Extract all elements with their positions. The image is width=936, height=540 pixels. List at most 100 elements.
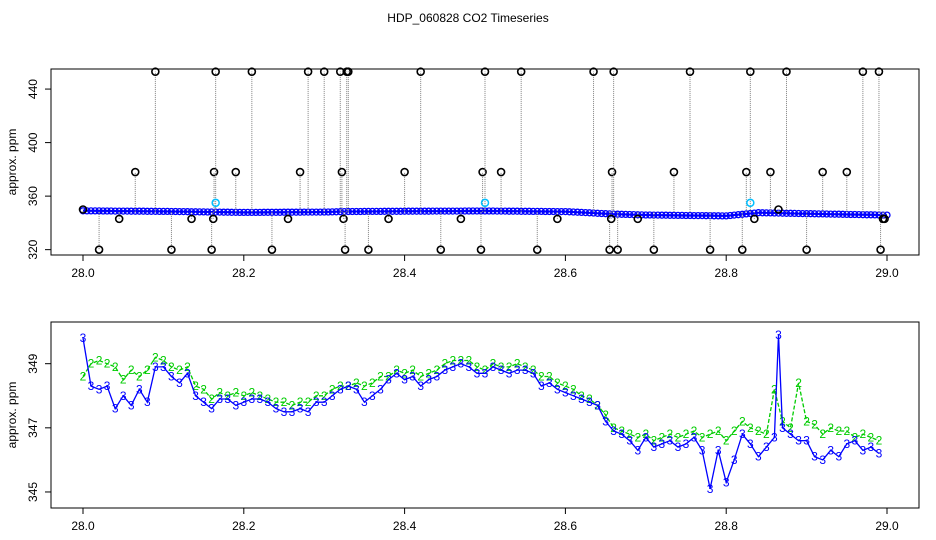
blue-point-glyph: 3 xyxy=(618,427,625,441)
green-point-glyph: 2 xyxy=(200,382,207,396)
blue-point xyxy=(163,207,172,216)
blue-point-glyph: 3 xyxy=(289,405,296,419)
green-point-glyph: 2 xyxy=(795,376,802,390)
blue-point xyxy=(292,208,300,216)
green-point-glyph: 2 xyxy=(224,389,231,403)
black-outlier-point xyxy=(613,245,622,254)
blue-point-glyph: 3 xyxy=(128,398,135,412)
green-point-glyph: 2 xyxy=(763,427,770,441)
green-point-glyph: 2 xyxy=(160,354,167,368)
blue-point xyxy=(308,208,316,216)
green-point-glyph: 2 xyxy=(522,360,529,374)
bottom-x-tick-label: 28.2 xyxy=(232,519,256,533)
blue-point xyxy=(666,211,674,219)
blue-point xyxy=(159,207,168,216)
blue-point xyxy=(798,209,807,218)
green-point-glyph: 2 xyxy=(618,424,625,438)
green-point-glyph: 2 xyxy=(425,366,432,380)
blue-point-glyph: 3 xyxy=(144,395,151,409)
blue-point xyxy=(252,208,260,217)
blue-point xyxy=(762,209,771,217)
blue-point xyxy=(288,208,296,216)
blue-point-glyph: 3 xyxy=(522,363,529,377)
black-outlier-point xyxy=(649,245,659,254)
black-outlier-point xyxy=(633,214,643,224)
blue-point xyxy=(316,208,324,216)
blue-point xyxy=(573,208,582,216)
blue-point xyxy=(91,207,99,215)
green-point-glyph: 2 xyxy=(128,363,135,377)
green-point-glyph: 2 xyxy=(787,421,794,435)
blue-point-glyph: 3 xyxy=(482,366,489,380)
blue-point xyxy=(521,207,529,215)
blue-point xyxy=(489,207,497,215)
top-panel: 28.0 28.2 28.4 28.6 28.8 29.0 320 360 400 440 app… xyxy=(5,67,920,280)
blue-point-glyph: 3 xyxy=(248,392,255,406)
blue-point xyxy=(786,209,795,217)
blue-point xyxy=(461,207,469,215)
green-point-glyph: 2 xyxy=(739,414,746,428)
black-outlier-point xyxy=(211,67,220,76)
blue-point xyxy=(348,207,356,216)
blue-point-glyph: 3 xyxy=(321,395,328,409)
green-point-glyph: 2 xyxy=(835,424,842,438)
blue-point xyxy=(806,210,815,218)
cyan-point xyxy=(480,198,490,208)
blue-point-glyph: 3 xyxy=(763,440,770,454)
blue-point xyxy=(505,207,513,215)
blue-point xyxy=(871,211,879,219)
black-outlier-point xyxy=(303,67,313,76)
blue-point xyxy=(276,208,284,216)
blue-point xyxy=(794,209,803,218)
blue-point-glyph: 3 xyxy=(586,395,593,409)
blue-point-glyph: 3 xyxy=(192,389,199,403)
blue-point-glyph: 3 xyxy=(626,434,633,448)
black-outlier-point xyxy=(344,67,353,76)
blue-point xyxy=(702,212,710,220)
green-point-glyph: 2 xyxy=(265,392,272,406)
blue-point xyxy=(139,207,147,215)
blue-point xyxy=(469,207,477,215)
blue-point-glyph: 3 xyxy=(538,379,545,393)
blue-point xyxy=(557,207,566,216)
green-point-glyph: 2 xyxy=(538,370,545,384)
blue-point xyxy=(782,209,791,217)
green-point-glyph: 2 xyxy=(868,430,875,444)
blue-point xyxy=(332,208,340,216)
bottom-x-tick-label: 29.0 xyxy=(875,519,899,533)
blue-point xyxy=(754,209,763,217)
green-point-glyph: 2 xyxy=(281,395,288,409)
top-plot-frame xyxy=(50,68,920,256)
blue-point xyxy=(396,207,405,215)
blue-point xyxy=(216,208,224,216)
green-point-glyph: 2 xyxy=(827,421,834,435)
green-point-glyph: 2 xyxy=(707,427,714,441)
blue-point xyxy=(111,207,119,215)
blue-point xyxy=(835,210,843,218)
blue-point xyxy=(549,207,557,216)
blue-point xyxy=(300,208,308,216)
black-outlier-point xyxy=(737,245,747,254)
blue-point xyxy=(107,207,115,215)
blue-point xyxy=(577,208,586,217)
black-outlier-point xyxy=(532,245,542,254)
green-point-glyph: 2 xyxy=(626,427,633,441)
green-point-glyph: 2 xyxy=(289,398,296,412)
blue-point xyxy=(742,210,750,218)
blue-point xyxy=(718,212,726,220)
green-point-glyph: 2 xyxy=(120,373,127,387)
green-point-glyph: 2 xyxy=(755,424,762,438)
green-point-glyph: 2 xyxy=(562,379,569,393)
black-outlier-point xyxy=(231,167,241,177)
blue-point xyxy=(244,208,252,217)
blue-point-glyph: 3 xyxy=(361,395,368,409)
blue-point xyxy=(622,210,630,219)
blue-point-glyph: 3 xyxy=(385,373,392,387)
black-outlier-point xyxy=(416,67,425,76)
green-point-glyph: 2 xyxy=(506,360,513,374)
black-outlier-point xyxy=(319,67,329,76)
blue-point xyxy=(674,211,682,220)
blue-point xyxy=(839,210,847,218)
black-outlier-point xyxy=(340,245,350,254)
blue-point xyxy=(831,210,839,218)
